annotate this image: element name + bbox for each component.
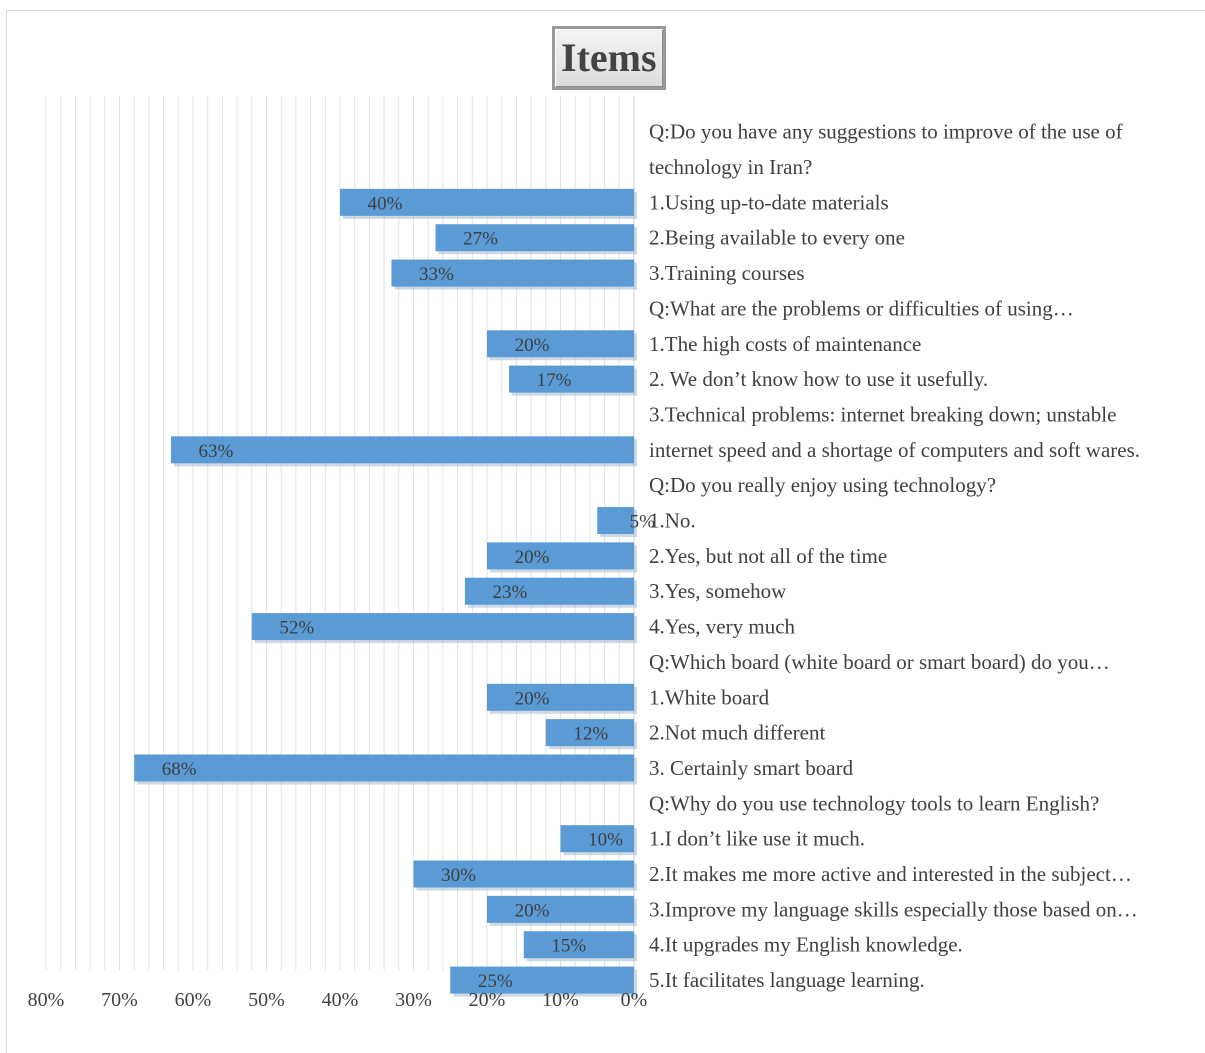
data-label: 15% [551, 936, 586, 957]
bar [464, 577, 634, 605]
data-label: 63% [199, 441, 234, 462]
bar [435, 224, 634, 252]
category-label: internet speed and a shortage of compute… [649, 438, 1140, 462]
x-tick-label: 80% [28, 989, 65, 1011]
data-label: 52% [279, 618, 314, 639]
bar [487, 895, 634, 923]
x-tick-label: 30% [395, 989, 432, 1011]
chart-title-box: Items [552, 26, 666, 90]
data-label: 12% [573, 724, 608, 745]
data-label: 27% [463, 229, 498, 250]
chart-title: Items [561, 35, 657, 80]
data-label: 68% [162, 759, 197, 780]
x-tick-label: 20% [469, 989, 506, 1011]
category-label: Q:Do you really enjoy using technology? [649, 473, 996, 497]
category-label: 3.Training courses [649, 261, 805, 285]
data-label: 10% [588, 830, 623, 851]
data-label: 20% [515, 547, 550, 568]
category-label: 1.No. [649, 509, 696, 533]
bar [545, 719, 634, 747]
category-label: 2.Being available to every one [649, 226, 905, 250]
bar [560, 825, 634, 853]
bar [487, 330, 634, 358]
bar [487, 683, 634, 711]
chart-frame [6, 10, 1205, 1053]
data-label: 30% [441, 865, 476, 886]
bar [487, 542, 634, 570]
category-label: 3.Technical problems: internet breaking … [649, 402, 1116, 426]
category-label: Q:Why do you use technology tools to lea… [649, 791, 1099, 815]
category-label: 1.The high costs of maintenance [649, 332, 921, 356]
category-label: Q:What are the problems or difficulties … [649, 296, 1074, 320]
category-label: 1.White board [649, 685, 770, 709]
bar [509, 365, 634, 393]
data-label: 40% [368, 193, 403, 214]
category-label: 2.It makes me more active and interested… [649, 862, 1132, 886]
category-label: 2.Yes, but not all of the time [649, 544, 887, 568]
x-tick-label: 50% [248, 989, 285, 1011]
category-label: technology in Iran? [649, 155, 812, 179]
data-label: 17% [537, 370, 572, 391]
category-label: 5.It facilitates language learning. [649, 968, 925, 992]
x-tick-label: 70% [101, 989, 138, 1011]
category-label: 4.It upgrades my English knowledge. [649, 933, 963, 957]
category-label: 1.I don’t like use it much. [649, 827, 865, 851]
bar [523, 931, 634, 959]
bar [450, 966, 634, 994]
bar [170, 436, 634, 464]
category-label: 2. We don’t know how to use it usefully. [649, 367, 988, 391]
category-label: 1.Using up-to-date materials [649, 190, 889, 214]
x-tick-label: 0% [621, 989, 648, 1011]
data-label: 33% [419, 264, 454, 285]
category-label: 3.Yes, somehow [649, 579, 787, 603]
bar [597, 507, 634, 535]
x-tick-label: 40% [322, 989, 359, 1011]
bar [413, 860, 634, 888]
category-label: 2.Not much different [649, 721, 825, 745]
bar [251, 613, 635, 641]
x-tick-label: 10% [542, 989, 579, 1011]
data-label: 25% [478, 971, 513, 992]
category-label: Q:Which board (white board or smart boar… [649, 650, 1110, 674]
data-label: 20% [515, 335, 550, 356]
category-label: Q:Do you have any suggestions to improve… [649, 120, 1123, 144]
bar [391, 259, 634, 287]
category-label: 3.Improve my language skills especially … [649, 897, 1138, 921]
data-label: 23% [493, 582, 528, 603]
data-label: 5% [630, 512, 656, 533]
bar [134, 754, 634, 782]
data-label: 20% [515, 900, 550, 921]
x-tick-label: 60% [175, 989, 212, 1011]
data-label: 20% [515, 688, 550, 709]
category-label: 3. Certainly smart board [649, 756, 854, 780]
category-label: 4.Yes, very much [649, 615, 796, 639]
bar [340, 188, 634, 216]
